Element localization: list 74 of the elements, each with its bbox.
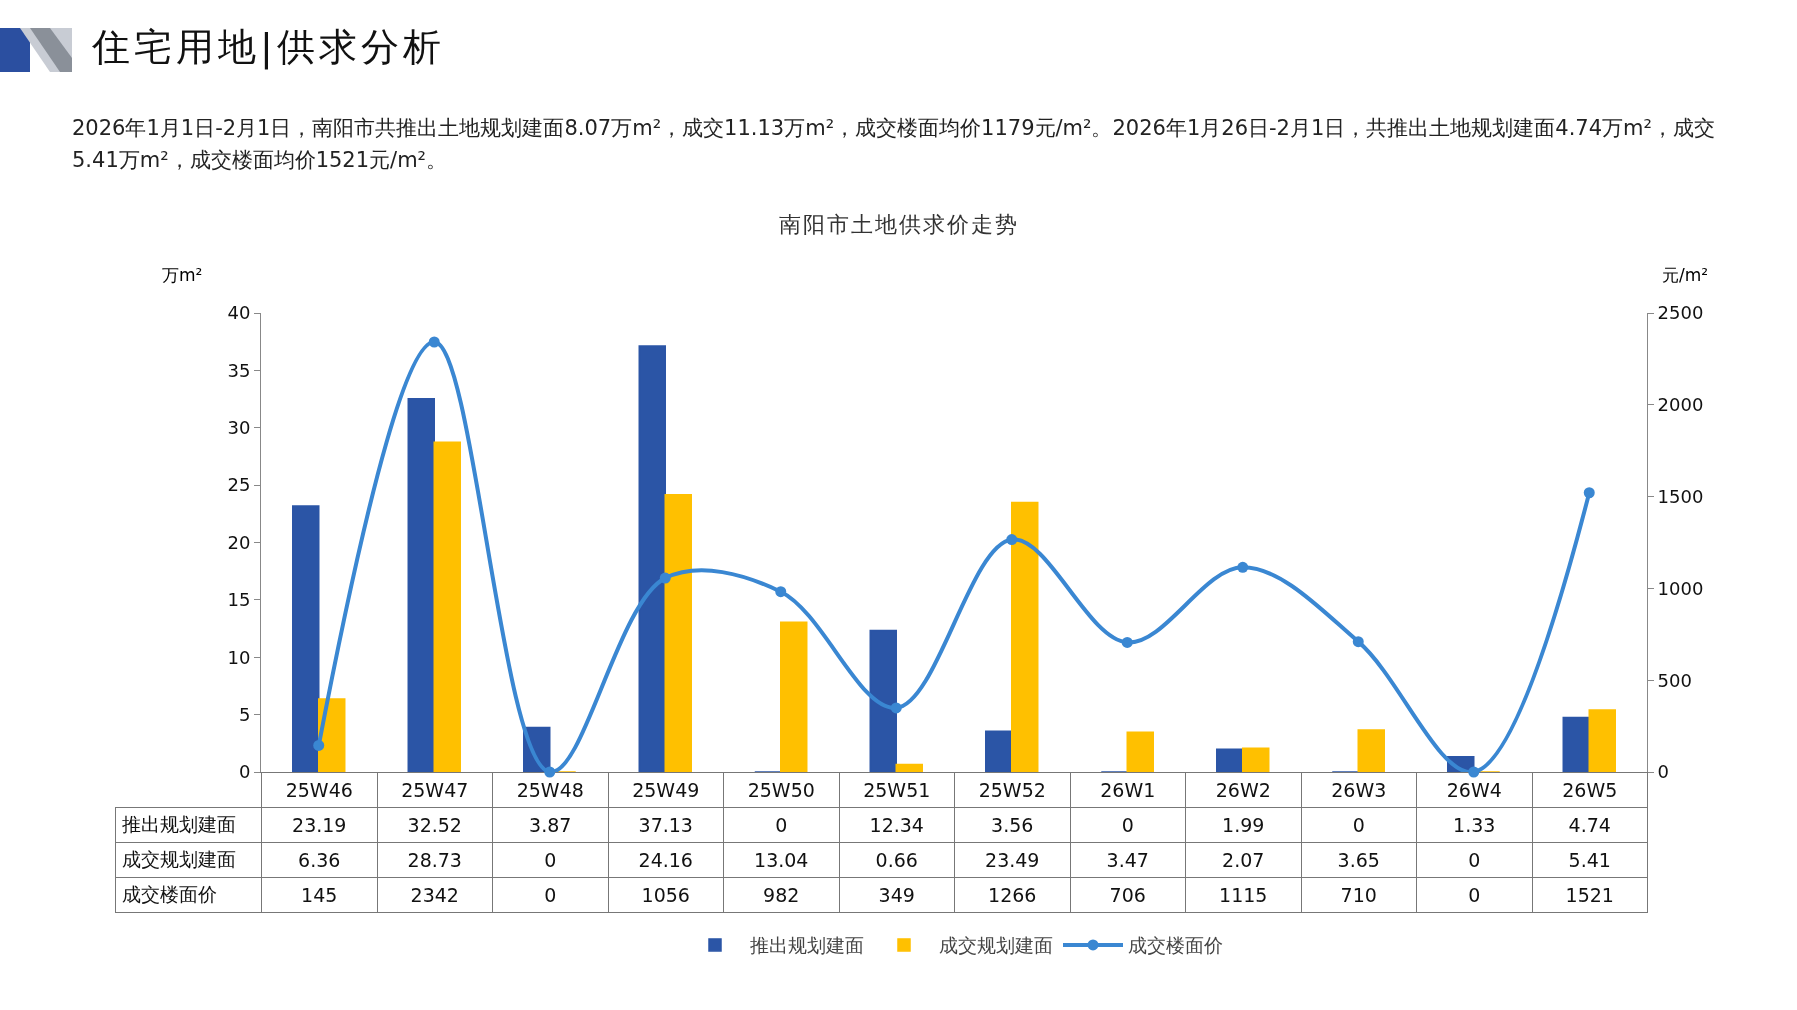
data-label: 23.19 [261, 807, 377, 843]
y-tick-label: 15 [227, 589, 251, 611]
data-label: 28.73 [377, 842, 493, 878]
data-label: 0 [492, 842, 608, 878]
data-label: 13.04 [723, 842, 839, 878]
data-label: 1.33 [1416, 807, 1532, 843]
x-tick-label: 25W48 [492, 772, 608, 808]
data-label: 0 [492, 877, 608, 913]
data-label: 0 [1301, 807, 1417, 843]
text: 成交规划建面 [122, 848, 236, 870]
legend-label: 推出规划建面 [750, 934, 864, 957]
data-label: 6.36 [261, 842, 377, 878]
x-tick-label: 25W46 [261, 772, 377, 808]
x-tick-label: 26W2 [1185, 772, 1301, 808]
y-tick-label: 25 [227, 474, 251, 496]
y-tick-label: 20 [227, 531, 251, 553]
y2-axis-title: 元/m² [1662, 264, 1709, 287]
x-tick-label: 25W51 [839, 772, 955, 808]
data-label: 24.16 [608, 842, 724, 878]
y-tick-label: 30 [227, 417, 251, 439]
data-label: 23.49 [954, 842, 1070, 878]
data-label: 3.56 [954, 807, 1070, 843]
data-label: 1056 [608, 877, 724, 913]
data-label: 32.52 [377, 807, 493, 843]
x-tick-label: 25W52 [954, 772, 1070, 808]
data-label: 3.65 [1301, 842, 1417, 878]
data-label: 37.13 [608, 807, 724, 843]
y-tick-label: 0 [238, 761, 251, 783]
data-label: 1.99 [1185, 807, 1301, 843]
data-label: 0.66 [839, 842, 955, 878]
data-label: 1115 [1185, 877, 1301, 913]
y2-tick-label: 0 [1657, 761, 1670, 783]
x-tick-label: 26W1 [1070, 772, 1186, 808]
legend-label: 成交楼面价 [1128, 934, 1223, 957]
data-label: 5.41 [1532, 842, 1648, 878]
data-label: 0 [723, 807, 839, 843]
chart-title: 住宅用地|供求分析 [92, 24, 445, 72]
y-tick-label: 10 [227, 646, 251, 668]
data-label: 982 [723, 877, 839, 913]
data-label: 349 [839, 877, 955, 913]
data-label: 0 [1416, 842, 1532, 878]
y2-tick-label: 1000 [1657, 577, 1704, 599]
text: 推出规划建面 [122, 813, 236, 835]
chart-subtitle: 2026年1月1日-2月1日，南阳市共推出土地规划建面8.07万m²，成交11.13万m²，成交楼面均价1179元/m²。2026年1月26日-2月1日，共推出土地规划建面4.74万m²，成交5.41万m²，成交楼面均价1521元/m²。 [72, 115, 1716, 174]
y-tick-label: 35 [227, 359, 251, 381]
data-label: 1266 [954, 877, 1070, 913]
x-tick-label: 26W5 [1532, 772, 1648, 808]
y-tick-label: 5 [238, 703, 251, 725]
data-label: 0 [1416, 877, 1532, 913]
data-label: 2342 [377, 877, 493, 913]
text: 南阳市土地供求价走势 [777, 211, 1020, 239]
y2-tick-label: 2500 [1657, 302, 1704, 324]
data-label: 12.34 [839, 807, 955, 843]
data-label: 1521 [1532, 877, 1648, 913]
y-axis-title: 万m² [162, 264, 203, 287]
text: 成交楼面价 [122, 883, 217, 905]
x-tick-label: 26W3 [1301, 772, 1417, 808]
data-label: 0 [1070, 807, 1186, 843]
legend-label: 成交规划建面 [939, 934, 1053, 957]
data-label: 3.87 [492, 807, 608, 843]
x-tick-label: 25W49 [608, 772, 724, 808]
data-label: 2.07 [1185, 842, 1301, 878]
data-label: 710 [1301, 877, 1417, 913]
y-tick-label: 40 [227, 302, 251, 324]
data-label: 3.47 [1070, 842, 1186, 878]
data-label: 706 [1070, 877, 1186, 913]
y2-tick-label: 500 [1657, 669, 1692, 691]
x-tick-label: 25W47 [377, 772, 493, 808]
data-label: 4.74 [1532, 807, 1648, 843]
data-label: 145 [261, 877, 377, 913]
x-tick-label: 25W50 [723, 772, 839, 808]
y2-tick-label: 2000 [1657, 394, 1704, 416]
x-tick-label: 26W4 [1416, 772, 1532, 808]
y2-tick-label: 1500 [1657, 485, 1704, 507]
